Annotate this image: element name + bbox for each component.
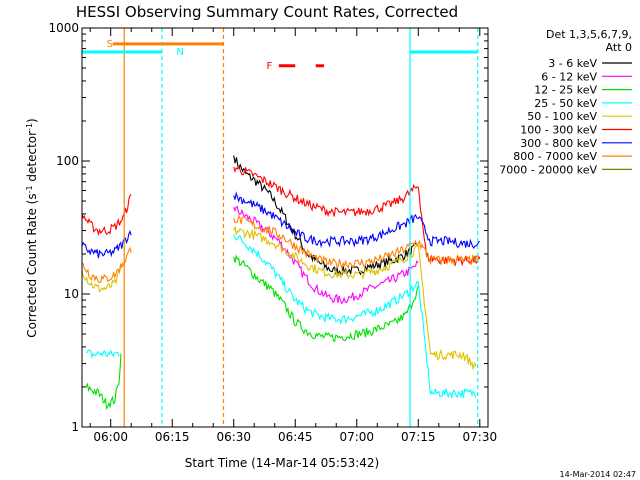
series-line-5-seg-0 [81,194,132,237]
plot-timestamp: 14-Mar-2014 02:47 [560,470,637,479]
series-line-1-seg-0 [233,205,419,305]
legend-entry-label-1: 6 - 12 keV [541,70,597,83]
legend-entry-label-4: 50 - 100 keV [527,110,597,123]
chart-title: HESSI Observing Summary Count Rates, Cor… [76,3,458,21]
series-line-2-seg-1 [233,254,419,343]
legend-entry-label-6: 300 - 800 keV [520,137,597,150]
series-line-7-seg-1 [233,214,481,271]
y-tick-label-1: 10 [64,287,79,301]
x-tick-label-0: 06:00 [93,430,128,444]
series-layer [81,155,481,410]
y-tick-label-0: 1 [71,420,79,434]
legend-header-detectors: Det 1,3,5,6,7,9, [546,28,632,41]
x-tick-label-2: 06:30 [216,430,251,444]
flag-label-N: N [176,47,183,58]
series-line-5-seg-1 [233,165,481,267]
series-line-6-seg-0 [81,230,132,259]
x-axis-label: Start Time (14-Mar-14 05:53:42) [185,456,379,470]
flags-layer: S N F [82,28,479,427]
series-line-3-seg-1 [233,234,477,399]
series-line-2-seg-0 [85,353,122,410]
x-tick-label-1: 06:15 [155,430,190,444]
legend-entry-label-0: 3 - 6 keV [548,57,597,70]
legend-header-attenuator: Att 0 [606,41,632,54]
legend-entry-label-3: 25 - 50 keV [534,97,597,110]
x-tick-label-3: 06:45 [278,430,313,444]
series-line-4-seg-0 [81,261,124,293]
flag-label-F: F [267,61,273,72]
legend-entry-label-7: 800 - 7000 keV [513,150,597,163]
plot-frame [81,27,489,428]
series-line-4-seg-1 [233,225,477,370]
legend-entry-label-5: 100 - 300 keV [520,124,597,137]
legend-entry-label-8: 7000 - 20000 keV [499,163,597,176]
ticks-layer: 06:00 06:15 06:30 06:45 07:00 07:15 07:30 1 10 10… [48,21,497,444]
series-line-7-seg-0 [81,246,132,284]
y-tick-label-3: 1000 [48,21,79,35]
x-tick-label-6: 07:30 [463,430,498,444]
series-line-6-seg-1 [233,191,480,249]
x-tick-label-5: 07:15 [401,430,436,444]
x-tick-label-4: 07:00 [339,430,374,444]
flag-label-S: S [107,39,113,50]
y-tick-label-2: 100 [56,154,79,168]
y-axis-label: Corrected Count Rate (s-1 detector-1) [25,118,40,337]
series-line-0-seg-0 [233,155,419,277]
series-line-3-seg-0 [85,349,120,359]
legend-entry-label-2: 12 - 25 keV [534,84,597,97]
